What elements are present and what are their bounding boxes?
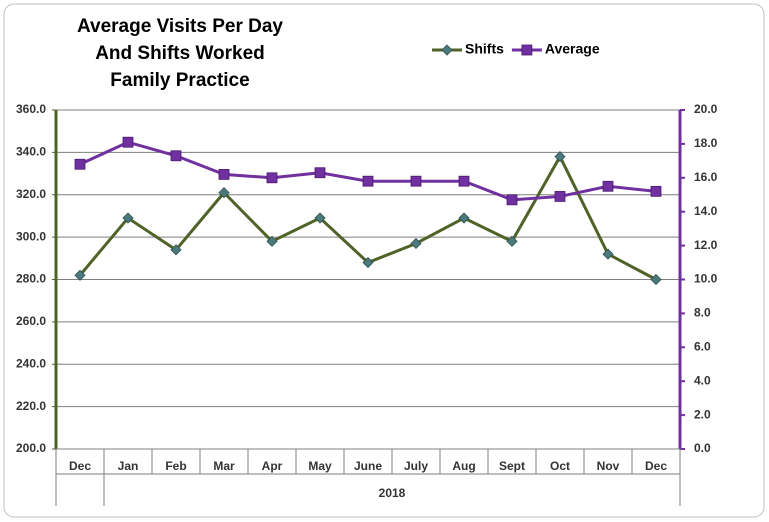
y-tick-label: 320.0 xyxy=(16,187,46,201)
x-tick-label: Nov xyxy=(597,459,620,473)
y2-tick-label: 14.0 xyxy=(694,204,718,218)
series-marker xyxy=(122,212,134,224)
x-tick-label: Sept xyxy=(499,459,525,473)
legend-marker xyxy=(521,44,533,56)
series-marker xyxy=(362,175,374,187)
chart-title: And Shifts Worked xyxy=(95,43,265,64)
series-marker xyxy=(218,187,230,199)
series-marker xyxy=(650,273,662,286)
y-tick-label: 220.0 xyxy=(16,399,46,413)
x-group-label: 2018 xyxy=(379,486,406,500)
y2-tick-label: 12.0 xyxy=(694,238,718,252)
chart-title: Average Visits Per Day xyxy=(77,16,283,37)
y2-tick-label: 6.0 xyxy=(694,339,711,353)
series-marker xyxy=(170,244,182,256)
series-marker xyxy=(554,191,566,202)
y-tick-label: 260.0 xyxy=(16,314,46,328)
x-tick-label: Mar xyxy=(213,459,235,473)
series-marker xyxy=(602,248,614,260)
x-tick-label: Feb xyxy=(165,459,186,473)
y2-tick-label: 4.0 xyxy=(694,373,711,387)
y-tick-label: 200.0 xyxy=(16,441,46,455)
chart-title: Family Practice xyxy=(110,70,249,91)
chart-border xyxy=(3,3,765,518)
series-marker xyxy=(74,158,86,170)
y2-tick-label: 2.0 xyxy=(694,407,711,421)
series-marker xyxy=(314,212,326,224)
x-tick-label: Oct xyxy=(550,459,570,473)
y-tick-label: 280.0 xyxy=(16,272,46,286)
series-marker xyxy=(362,256,374,269)
x-tick-label: Dec xyxy=(645,459,667,473)
y2-tick-label: 18.0 xyxy=(694,136,718,150)
x-tick-label: Dec xyxy=(69,459,91,473)
legend-label: Average xyxy=(545,41,600,57)
series-marker xyxy=(410,175,422,187)
series-marker xyxy=(650,185,662,197)
y2-tick-label: 16.0 xyxy=(694,170,718,184)
x-tick-label: Apr xyxy=(262,459,283,473)
y-tick-label: 340.0 xyxy=(16,145,46,159)
y2-tick-label: 10.0 xyxy=(694,272,718,286)
series-marker xyxy=(170,150,182,162)
series-marker xyxy=(122,136,134,148)
series-marker xyxy=(602,180,614,192)
y-tick-label: 240.0 xyxy=(16,356,46,370)
y-tick-label: 360.0 xyxy=(16,102,46,116)
x-tick-label: Jan xyxy=(118,459,139,473)
legend-marker xyxy=(441,44,453,56)
legend-label: Shifts xyxy=(465,41,504,57)
series-marker xyxy=(314,167,326,179)
y2-tick-label: 0.0 xyxy=(694,441,711,455)
series-marker xyxy=(506,194,518,206)
series-marker xyxy=(554,151,566,163)
series-marker xyxy=(458,175,470,187)
x-tick-label: July xyxy=(404,459,428,473)
series-marker xyxy=(266,172,278,184)
series-marker xyxy=(458,212,470,224)
series-marker xyxy=(218,169,230,180)
y-tick-label: 300.0 xyxy=(16,229,46,243)
series-marker xyxy=(266,235,278,247)
x-tick-label: June xyxy=(354,459,382,473)
series-marker xyxy=(74,269,86,281)
y2-tick-label: 20.0 xyxy=(694,102,718,116)
y2-tick-label: 8.0 xyxy=(694,306,711,320)
x-tick-label: May xyxy=(308,459,332,473)
x-tick-label: Aug xyxy=(452,459,475,473)
series-marker xyxy=(506,235,518,247)
series-marker xyxy=(410,237,422,250)
